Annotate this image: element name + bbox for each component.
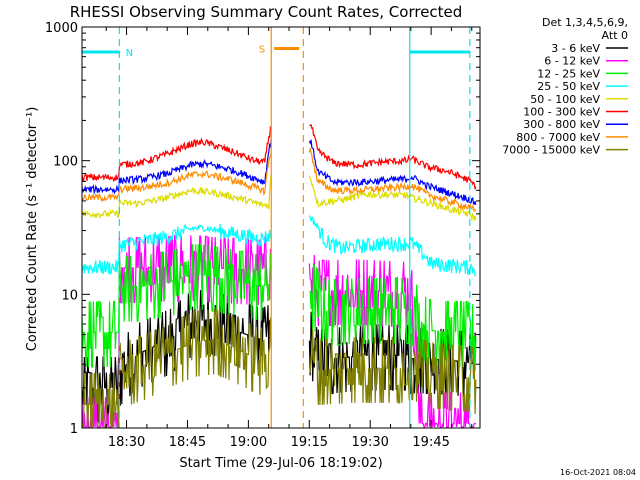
x-tick-label: 19:00 [230, 435, 267, 450]
legend-label-3: 12 - 25 keV [537, 67, 600, 80]
x-tick-label: 19:45 [412, 435, 449, 450]
series-line-7 [81, 138, 477, 205]
y-tick-label: 100 [53, 155, 78, 170]
x-axis-label: Start Time (29-Jul-06 18:19:02) [179, 456, 382, 471]
legend-label-6: 100 - 300 keV [523, 106, 600, 119]
legend-label-8: 800 - 7000 keV [516, 131, 600, 144]
series-line-8 [81, 148, 477, 213]
legend-label-2: 6 - 12 keV [544, 55, 600, 68]
flag-label-s: S [259, 45, 265, 56]
series-line-5 [81, 174, 477, 222]
x-tick-label: 18:30 [108, 435, 145, 450]
axis-layer: 18:30 18:45 19:00 19:15 19:30 19:45 1 10 100 1000 [45, 21, 480, 450]
legend-header-line-1: Det 1,3,4,5,6,9, [542, 16, 628, 29]
legend-header-line-2: Att 0 [602, 29, 628, 42]
series-line-6 [81, 123, 477, 190]
legend-label-4: 25 - 50 keV [537, 80, 600, 93]
series-line-9 [81, 308, 477, 428]
flag-label-n: N [126, 48, 133, 59]
y-tick-label: 1 [70, 422, 78, 437]
legend-label-1: 3 - 6 keV [551, 42, 600, 55]
legend-label-5: 50 - 100 keV [530, 93, 600, 106]
y-axis-label: Corrected Count Rate (s⁻¹ detector⁻¹) [25, 107, 40, 352]
y-tick-label: 1000 [45, 21, 78, 36]
plot-frame [81, 26, 481, 429]
x-tick-label: 19:30 [351, 435, 388, 450]
timestamp: 16-Oct-2021 08:04 [560, 468, 636, 477]
y-tick-label: 10 [61, 288, 78, 303]
x-tick-label: 18:45 [169, 435, 206, 450]
legend-label-7: 300 - 800 keV [523, 118, 600, 131]
legend-label-9: 7000 - 15000 keV [502, 144, 600, 157]
series-line-4 [81, 215, 477, 278]
series-line-3 [81, 243, 477, 372]
x-tick-label: 19:15 [291, 435, 328, 450]
chart-title: RHESSI Observing Summary Count Rates, Co… [70, 3, 463, 21]
